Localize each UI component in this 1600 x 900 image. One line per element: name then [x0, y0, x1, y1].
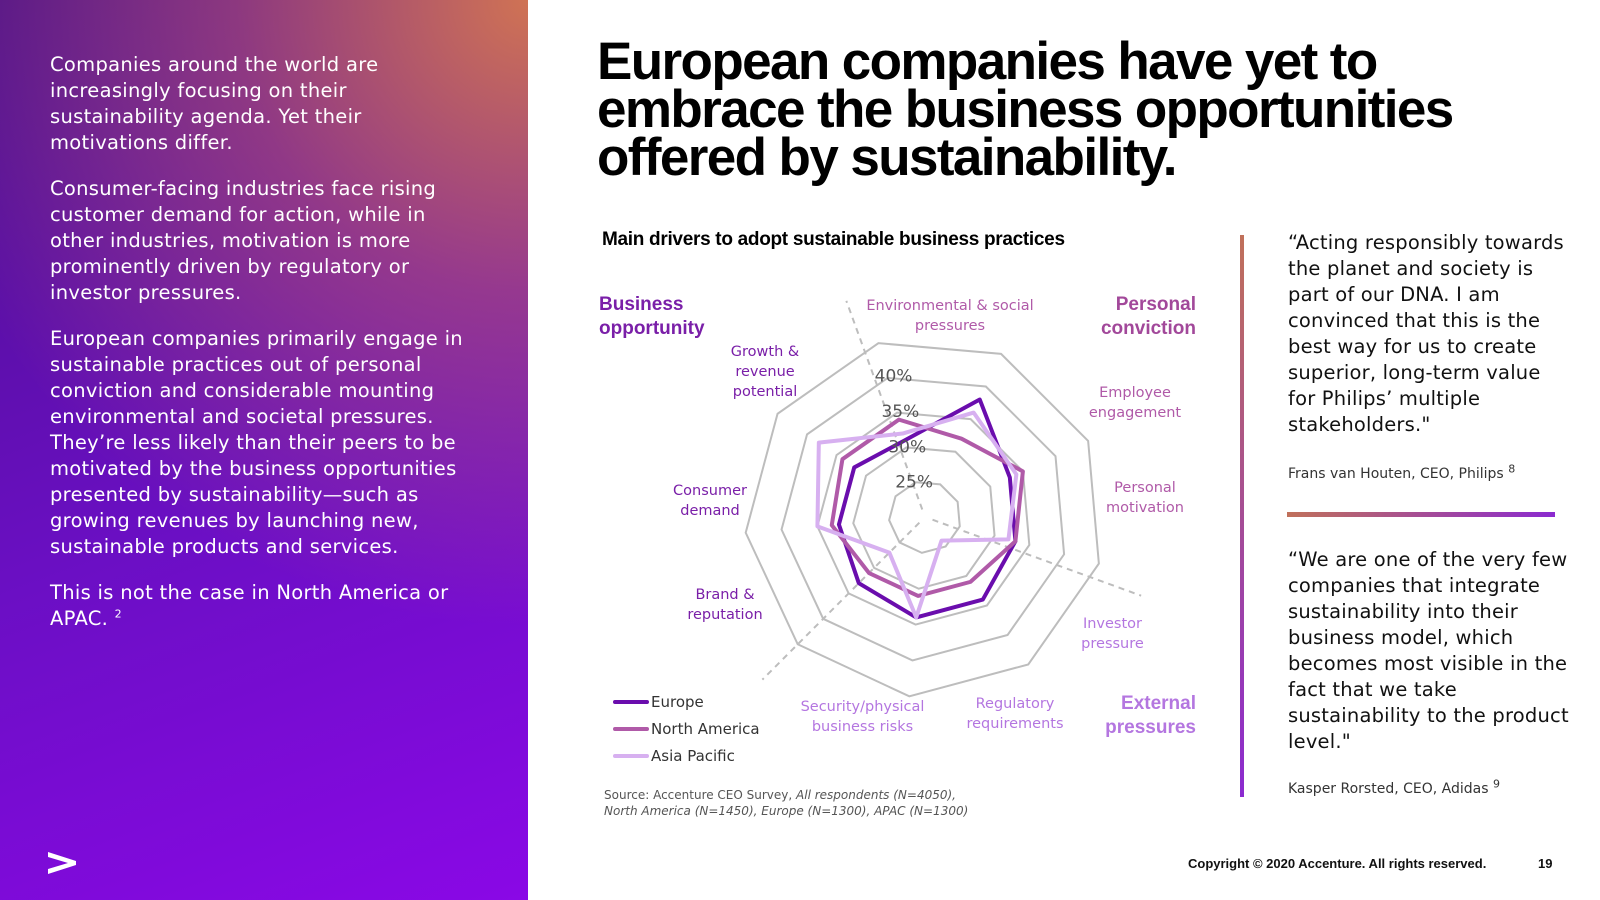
grid-ring-30 — [852, 446, 996, 590]
quote-divider-horizontal — [1287, 512, 1555, 517]
accenture-logo-icon — [48, 852, 76, 874]
legend-label-north-america: North America — [651, 719, 760, 738]
page-number: 19 — [1538, 856, 1553, 871]
legend-swatch-asia-pacific — [613, 753, 649, 758]
intro-paragraph-4-text: This is not the case in North America or… — [50, 581, 449, 630]
series-line-asia-pacific — [815, 410, 1019, 620]
axis-label-employee: Employee engagement — [1088, 385, 1182, 421]
copyright: Copyright © 2020 Accenture. All rights r… — [1188, 856, 1487, 871]
quote-adidas-attribution: Kasper Rorsted, CEO, Adidas 9 — [1288, 778, 1500, 797]
grid-ring-35 — [816, 411, 1031, 626]
tick-label-25pct: 25% — [895, 473, 933, 493]
chart-legend: Europe North America Asia Pacific — [613, 688, 760, 769]
axis-label-security: Security/physical business risks — [800, 699, 925, 735]
left-panel: Companies around the world are increasin… — [0, 0, 528, 900]
quote-philips: “Acting responsibly towards the planet a… — [1288, 231, 1564, 436]
tick-label-30pct: 30% — [888, 437, 926, 457]
legend-label-asia-pacific: Asia Pacific — [651, 746, 735, 765]
legend-item-europe: Europe — [613, 688, 760, 715]
grid-ring-40 — [780, 376, 1066, 662]
source-italic-1: All respondents (N=4050), — [796, 788, 956, 802]
intro-paragraph-3: European companies primarily engage in s… — [50, 327, 463, 558]
axis-label-regulatory: Regulatory requirements — [966, 696, 1064, 732]
chart-source: Source: Accenture CEO Survey, All respon… — [604, 787, 968, 819]
footnote-marker: 2 — [114, 607, 122, 621]
quote-adidas-author: Kasper Rorsted, CEO, Adidas — [1288, 781, 1489, 797]
page-title: European companies have yet to embrace t… — [597, 32, 1454, 187]
legend-label-europe: Europe — [651, 692, 704, 711]
quote-adidas: “We are one of the very few companies th… — [1288, 548, 1569, 753]
group-separator-2 — [932, 518, 1142, 597]
group-label-external: External pressures — [1105, 693, 1196, 738]
axis-label-environmental: Environmental & social pressures — [866, 298, 1034, 334]
grid-ring-45 — [744, 342, 1100, 698]
group-label-business: Business opportunity — [599, 294, 705, 339]
group-separator-1 — [845, 300, 924, 510]
axis-label-consumer: Consumer demand — [673, 483, 747, 519]
intro-paragraph-1: Companies around the world are increasin… — [50, 53, 379, 154]
radar-chart: 25% 30% 35% 40% — [744, 300, 1142, 698]
legend-swatch-north-america — [613, 726, 649, 731]
series-line-north-america — [829, 417, 1025, 598]
chart-title: Main drivers to adopt sustainable busine… — [602, 229, 1065, 250]
legend-swatch-europe — [613, 699, 649, 704]
quote-divider-vertical — [1240, 235, 1244, 797]
intro-paragraph-2: Consumer-facing industries face rising c… — [50, 177, 437, 304]
footnote-9: 9 — [1492, 777, 1500, 791]
intro-text: Companies around the world are increasin… — [50, 52, 480, 652]
intro-paragraph-4: This is not the case in North America or… — [50, 580, 480, 632]
footnote-8: 8 — [1508, 462, 1516, 476]
source-prefix: Source: Accenture CEO Survey, — [604, 788, 797, 802]
quote-philips-author: Frans van Houten, CEO, Philips — [1288, 466, 1504, 482]
tick-label-40pct: 40% — [875, 367, 913, 387]
axis-label-investor: Investor pressure — [1081, 616, 1144, 652]
axis-label-brand: Brand & reputation — [687, 587, 763, 623]
source-italic-2: North America (N=1450), Europe (N=1300),… — [604, 804, 969, 818]
axis-label-personal-motivation: Personal motivation — [1106, 480, 1184, 516]
legend-item-north-america: North America — [613, 715, 760, 742]
grid-ring-25 — [888, 481, 961, 554]
tick-label-35pct: 35% — [881, 402, 919, 422]
quote-philips-attribution: Frans van Houten, CEO, Philips 8 — [1288, 463, 1515, 482]
legend-item-asia-pacific: Asia Pacific — [613, 742, 760, 769]
group-label-personal: Personal conviction — [1100, 294, 1196, 339]
group-separator-3 — [761, 521, 921, 681]
axis-label-growth: Growth & revenue potential — [730, 344, 800, 400]
